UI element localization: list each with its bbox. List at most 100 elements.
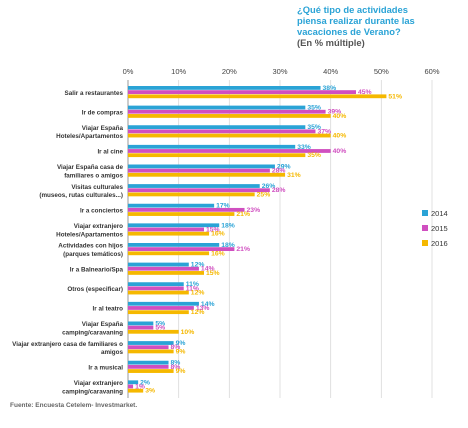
bar-2014 bbox=[128, 105, 306, 110]
data-label-2016: 3% bbox=[145, 388, 155, 395]
category-label: Ir al teatro bbox=[93, 306, 124, 313]
category-label: (parques temáticos) bbox=[63, 251, 123, 258]
bar-2016 bbox=[128, 133, 331, 138]
category-label: camping/caravaning bbox=[62, 388, 123, 395]
data-label-2015: 21% bbox=[236, 246, 250, 253]
x-tick-label: 0% bbox=[123, 67, 134, 76]
data-label-2015: 11% bbox=[186, 285, 199, 292]
bar-2016 bbox=[128, 114, 331, 118]
bar-2016 bbox=[128, 290, 189, 295]
data-label-2014: 17% bbox=[216, 203, 230, 210]
data-label-2016: 51% bbox=[388, 93, 402, 100]
bar-2014 bbox=[128, 341, 174, 345]
data-label-2014: 33% bbox=[297, 144, 311, 151]
category-label: Viajar extranjero casa de familiares o bbox=[12, 341, 123, 348]
data-label-2015: 39% bbox=[328, 109, 342, 116]
data-label-2016: 31% bbox=[287, 172, 301, 179]
data-label-2016: 9% bbox=[176, 368, 186, 375]
bar-2015 bbox=[128, 227, 204, 232]
bar-2016 bbox=[128, 212, 235, 216]
category-label: Ir a conciertos bbox=[80, 208, 124, 215]
bar-2014 bbox=[128, 380, 139, 385]
bar-2015 bbox=[128, 247, 235, 251]
legend-swatch-2014 bbox=[422, 210, 428, 216]
legend-label-2015: 2015 bbox=[431, 224, 448, 233]
data-label-2016: 12% bbox=[191, 309, 205, 316]
bar-2014 bbox=[128, 125, 306, 130]
chart-title-line-1: ¿Qué tipo de actividades bbox=[297, 4, 408, 15]
x-tick-label: 40% bbox=[323, 67, 338, 76]
bar-2014 bbox=[128, 321, 154, 326]
chart-title-line-3: vacaciones de Verano? bbox=[297, 26, 401, 37]
chart-title-line-2: piensa realizar durante las bbox=[297, 15, 415, 26]
bar-2014 bbox=[128, 360, 169, 365]
data-label-2014: 18% bbox=[221, 242, 235, 249]
data-label-2014: 26% bbox=[262, 183, 276, 190]
data-label-2014: 18% bbox=[221, 222, 235, 229]
data-label-2015: 15% bbox=[206, 226, 220, 233]
data-label-2014: 29% bbox=[277, 163, 291, 170]
bar-2016 bbox=[128, 251, 210, 256]
bar-2014 bbox=[128, 86, 321, 90]
category-label: Viajar España bbox=[82, 125, 124, 132]
bar-2015 bbox=[128, 266, 199, 271]
data-label-2016: 15% bbox=[206, 270, 220, 277]
bar-2014 bbox=[128, 301, 199, 306]
x-tick-label: 60% bbox=[424, 67, 439, 76]
bar-2016 bbox=[128, 349, 174, 354]
bar-2014 bbox=[128, 262, 189, 267]
bar-2015 bbox=[128, 129, 316, 134]
bar-2015 bbox=[128, 109, 326, 114]
data-label-2014: 5% bbox=[155, 320, 165, 327]
data-label-2015: 14% bbox=[201, 266, 215, 273]
data-label-2014: 35% bbox=[307, 105, 321, 112]
data-label-2016: 12% bbox=[191, 290, 205, 297]
bar-2016 bbox=[128, 271, 204, 275]
data-label-2015: 23% bbox=[247, 207, 261, 214]
data-label-2015: 28% bbox=[272, 168, 286, 175]
bar-2016 bbox=[128, 388, 144, 393]
data-label-2015: 1% bbox=[135, 383, 145, 390]
data-label-2014: 8% bbox=[171, 360, 181, 367]
x-tick-label: 10% bbox=[171, 67, 186, 76]
bar-2016 bbox=[128, 310, 189, 315]
category-label: Ir a musical bbox=[88, 365, 123, 372]
category-label: Viajar extranjero bbox=[74, 380, 123, 387]
category-label: Viajar España casa de bbox=[57, 164, 124, 171]
data-label-2015: 28% bbox=[272, 187, 286, 194]
bar-2014 bbox=[128, 223, 220, 228]
data-label-2015: 40% bbox=[333, 148, 347, 155]
bar-2015 bbox=[128, 188, 270, 193]
category-label: Hoteles/Apartamentos bbox=[56, 231, 123, 238]
data-label-2016: 35% bbox=[307, 152, 321, 159]
bar-2015 bbox=[128, 168, 270, 173]
data-label-2015: 13% bbox=[196, 305, 210, 312]
bar-2015 bbox=[128, 286, 184, 291]
bar-2016 bbox=[128, 94, 387, 99]
x-tick-label: 50% bbox=[374, 67, 389, 76]
category-label: Actividades con hijos bbox=[58, 243, 123, 250]
category-label: Ir al cine bbox=[97, 149, 123, 156]
data-label-2014: 9% bbox=[176, 340, 186, 347]
bar-2016 bbox=[128, 369, 174, 373]
category-label: Viajar España bbox=[82, 321, 124, 328]
title-block: ¿Qué tipo de actividades piensa realizar… bbox=[297, 4, 465, 48]
bar-2014 bbox=[128, 144, 296, 149]
data-label-2015: 8% bbox=[171, 364, 181, 371]
bar-2016 bbox=[128, 192, 255, 197]
data-label-2016: 9% bbox=[176, 348, 186, 355]
data-label-2016: 40% bbox=[333, 133, 347, 140]
category-label: camping/caravaning bbox=[62, 329, 123, 336]
category-label: Salir a restaurantes bbox=[65, 90, 124, 97]
x-tick-label: 30% bbox=[272, 67, 287, 76]
data-label-2014: 12% bbox=[191, 262, 205, 269]
category-label: Ir de compras bbox=[82, 109, 124, 116]
source-note: Fuente: Encuesta Cetelem- Investmarket. bbox=[10, 402, 138, 409]
data-label-2016: 25% bbox=[257, 191, 271, 198]
category-label: familiares o amigos bbox=[64, 172, 123, 179]
bar-2016 bbox=[128, 329, 179, 334]
legend-swatch-2015 bbox=[422, 225, 428, 231]
legend-label-2016: 2016 bbox=[431, 239, 448, 248]
data-label-2015: 45% bbox=[358, 89, 372, 96]
bar-2016 bbox=[128, 153, 306, 158]
